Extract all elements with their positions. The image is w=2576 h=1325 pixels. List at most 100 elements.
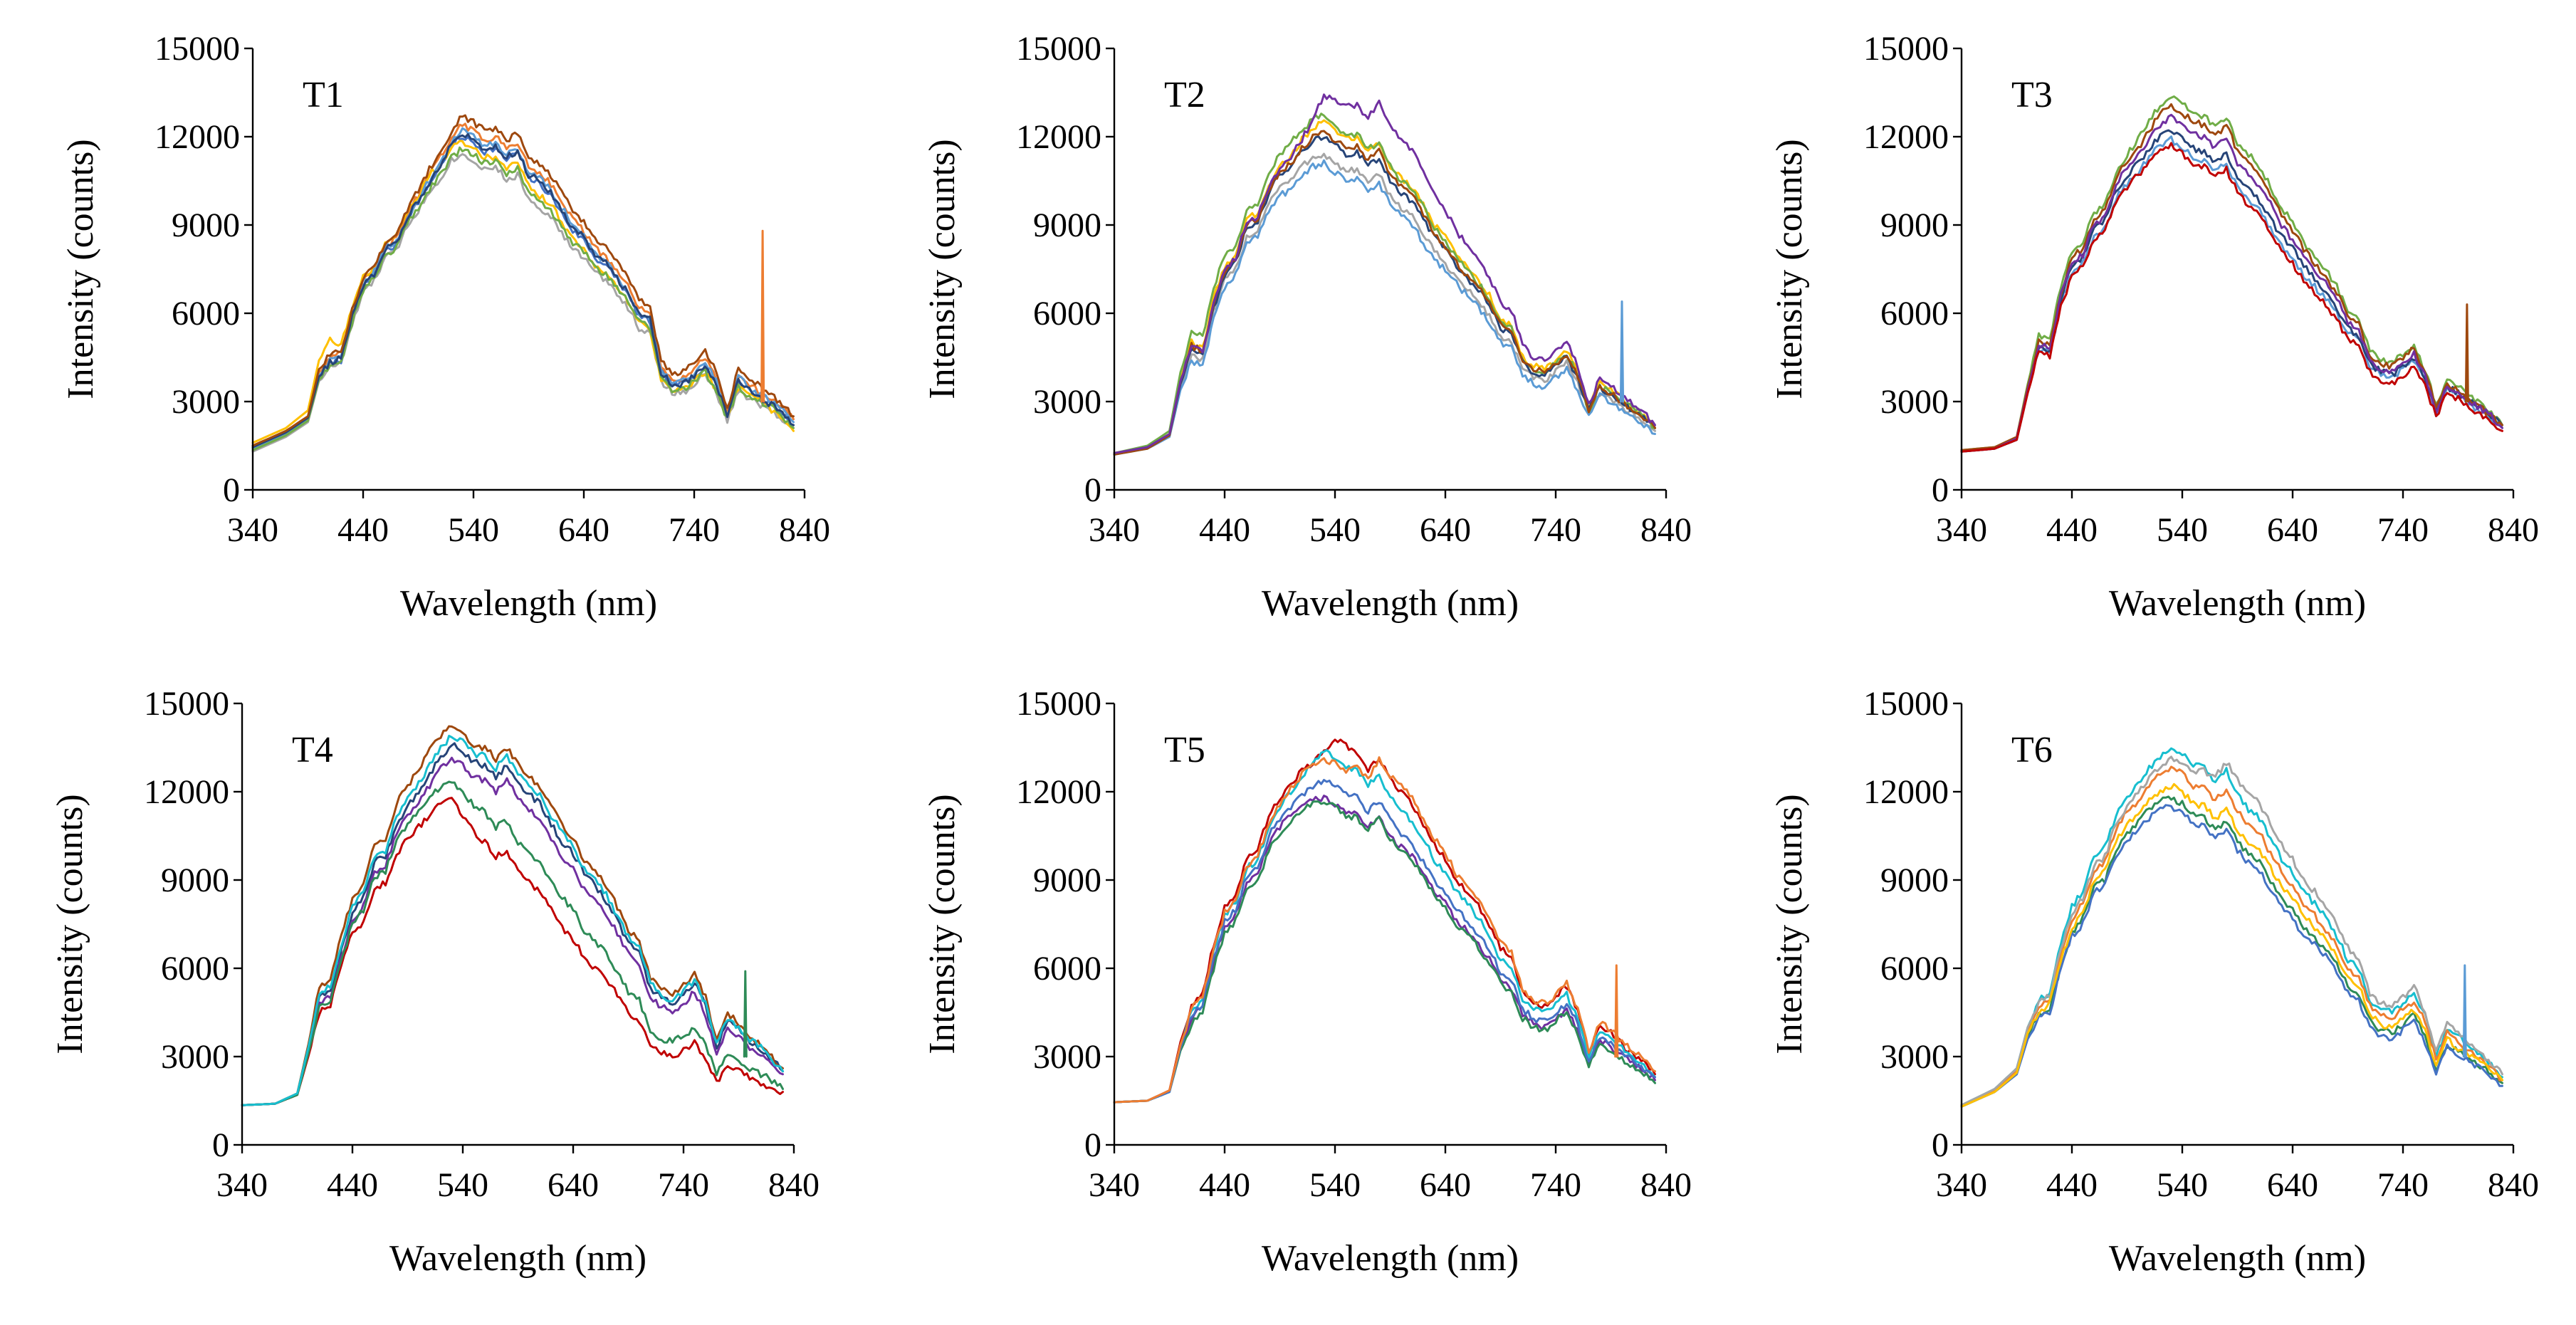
chart-panel-t4: 0 3000 6000 9000 12000 15000 340 440 540 640 740 84… <box>50 685 820 1279</box>
series-line-spectrum-7 <box>1113 93 1656 454</box>
series-line-spectrum-4 <box>1960 103 2503 451</box>
panel-label: T6 <box>2011 730 2053 770</box>
x-tick-label: 440 <box>2046 511 2098 549</box>
x-axis-title: Wavelength (nm) <box>389 1238 646 1279</box>
series-group <box>1960 747 2503 1108</box>
y-tick-label: 6000 <box>1880 295 1949 332</box>
y-tick-label: 15000 <box>144 685 229 723</box>
x-tick-label: 540 <box>437 1166 488 1204</box>
panel-label: T3 <box>2011 75 2053 115</box>
series-line-spectrum-6 <box>1960 782 2503 1108</box>
series-line-spectrum-2 <box>241 725 784 1106</box>
series-line-spectrum-5 <box>1113 779 1656 1104</box>
x-tick-label: 740 <box>658 1166 709 1204</box>
x-tick-label: 340 <box>216 1166 268 1204</box>
series-line-spectrum-6 <box>251 146 795 451</box>
x-axis-title: Wavelength (nm) <box>1262 583 1519 624</box>
y-tick-label: 15000 <box>1016 30 1101 68</box>
series-line-spectrum-5 <box>251 127 795 450</box>
x-tick-label: 840 <box>1640 511 1692 549</box>
x-tick-label: 540 <box>1309 511 1361 549</box>
y-tick-label: 15000 <box>1016 685 1101 723</box>
panel-label: T1 <box>303 75 344 115</box>
y-tick-label: 0 <box>1084 471 1101 509</box>
x-tick-label: 740 <box>2377 511 2429 549</box>
y-tick-label: 6000 <box>172 295 240 332</box>
x-tick-label: 540 <box>2157 511 2208 549</box>
y-tick-label: 12000 <box>144 773 229 811</box>
x-tick-label: 740 <box>1530 1166 1581 1204</box>
y-tick-label: 3000 <box>1033 1038 1101 1076</box>
y-tick-label: 6000 <box>1033 295 1101 332</box>
series-line-spectrum-6 <box>1113 130 1656 456</box>
panel-label: T5 <box>1164 730 1205 770</box>
y-tick-label: 3000 <box>172 383 240 421</box>
y-tick-label: 9000 <box>172 206 240 244</box>
panel-label: T4 <box>292 730 333 770</box>
x-tick-label: 640 <box>2267 1166 2318 1204</box>
series-line-spectrum-4 <box>241 797 784 1106</box>
y-tick-label: 0 <box>1084 1126 1101 1164</box>
y-tick-label: 15000 <box>1863 30 1949 68</box>
y-axis-title: Intensity (counts) <box>1769 794 1810 1054</box>
spike-artifact <box>760 229 765 403</box>
y-axis-title: Intensity (counts) <box>922 794 963 1054</box>
x-tick-label: 540 <box>2157 1166 2208 1204</box>
y-tick-label: 3000 <box>161 1038 229 1076</box>
x-tick-label: 640 <box>558 511 609 549</box>
y-tick-label: 15000 <box>1863 685 1949 723</box>
x-tick-label: 840 <box>2488 511 2539 549</box>
y-tick-label: 12000 <box>1863 118 1949 156</box>
y-tick-label: 3000 <box>1880 1038 1949 1076</box>
series-line-spectrum-4 <box>251 140 795 444</box>
y-tick-label: 6000 <box>1880 950 1949 988</box>
x-tick-label: 440 <box>2046 1166 2098 1204</box>
x-tick-label: 740 <box>2377 1166 2429 1204</box>
x-tick-label: 640 <box>1420 511 1471 549</box>
x-tick-label: 840 <box>1640 1166 1692 1204</box>
chart-panel-t2: 0 3000 6000 9000 12000 15000 340 440 540 640 740 84… <box>922 30 1692 624</box>
series-group <box>1113 738 1656 1104</box>
y-tick-label: 0 <box>1932 471 1949 509</box>
chart-panel-t1: 0 3000 6000 9000 12000 15000 340 440 540 640 740 84… <box>61 30 830 624</box>
spike-artifact <box>1614 964 1619 1058</box>
x-tick-label: 740 <box>1530 511 1581 549</box>
series-line-spectrum-8 <box>251 114 795 447</box>
series-line-spectrum-1 <box>1113 795 1656 1104</box>
series-line-spectrum-4 <box>1960 765 2503 1106</box>
y-tick-label: 12000 <box>155 118 240 156</box>
y-tick-label: 9000 <box>161 861 229 899</box>
series-line-spectrum-1 <box>1960 795 2503 1108</box>
chart-panel-t3: 0 3000 6000 9000 12000 15000 340 440 540 640 740 84… <box>1769 30 2539 624</box>
x-axis-title: Wavelength (nm) <box>1262 1238 1519 1279</box>
x-tick-label: 340 <box>1089 511 1140 549</box>
y-tick-label: 0 <box>1932 1126 1949 1164</box>
spike-artifact <box>743 970 748 1058</box>
series-line-spectrum-2 <box>1960 747 2503 1106</box>
y-tick-label: 12000 <box>1863 773 1949 811</box>
y-tick-label: 3000 <box>1880 383 1949 421</box>
chart-panel-t5: 0 3000 6000 9000 12000 15000 340 440 540 640 740 84… <box>922 685 1692 1279</box>
series-line-spectrum-5 <box>1960 755 2503 1106</box>
series-group <box>1960 95 2503 453</box>
series-line-spectrum-1 <box>1113 152 1656 456</box>
y-axis-title: Intensity (counts) <box>50 794 90 1054</box>
x-tick-label: 440 <box>1199 1166 1250 1204</box>
x-tick-label: 440 <box>327 1166 378 1204</box>
series-line-spectrum-5 <box>241 780 784 1106</box>
x-tick-label: 340 <box>227 511 278 549</box>
series-line-spectrum-3 <box>1960 804 2503 1108</box>
x-axis-title: Wavelength (nm) <box>400 583 657 624</box>
series-group <box>1113 93 1656 456</box>
y-axis-title: Intensity (counts) <box>922 139 963 399</box>
y-axis-title: Intensity (counts) <box>61 139 101 399</box>
y-tick-label: 9000 <box>1880 861 1949 899</box>
spike-artifact <box>1619 300 1625 403</box>
series-group <box>251 114 795 453</box>
spike-artifact <box>2464 303 2469 403</box>
series-line-spectrum-6 <box>241 735 784 1106</box>
x-tick-label: 340 <box>1089 1166 1140 1204</box>
x-tick-label: 740 <box>669 511 720 549</box>
y-tick-label: 0 <box>212 1126 229 1164</box>
